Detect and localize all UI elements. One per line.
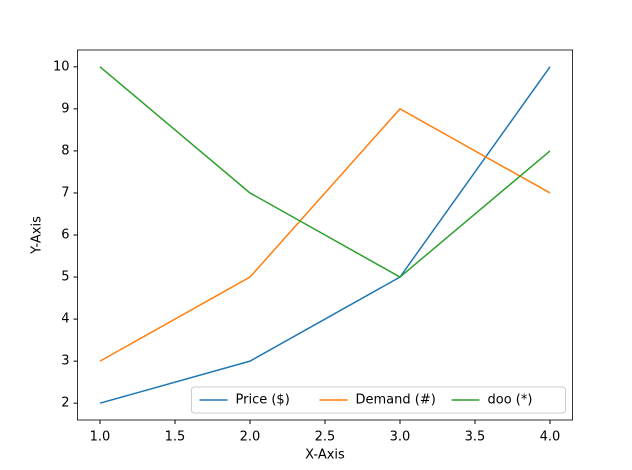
y-tick-label: 2 [61,396,69,411]
legend-label: Demand (#) [356,393,436,408]
data-line [99,66,551,404]
data-line [99,66,551,278]
y-tick-label: 4 [61,312,69,327]
x-tick-label: 1.0 [90,430,111,445]
x-axis-label: X-Axis [305,448,345,463]
y-axis-label: Y-Axis [30,216,45,255]
legend-label: Price ($) [236,393,290,408]
x-tick-label: 4.0 [540,430,561,445]
y-tick-label: 9 [61,101,69,116]
y-tick-label: 5 [61,270,69,285]
x-tick-label: 3.0 [390,430,411,445]
y-tick-label: 10 [53,59,70,74]
axes-frame [77,49,573,421]
y-tick-label: 8 [61,143,69,158]
data-line [99,107,551,362]
legend-label: doo (*) [488,393,533,408]
y-tick-label: 6 [61,228,69,243]
legend-box [191,386,566,414]
y-tick-label: 3 [61,354,69,369]
x-tick-label: 3.5 [465,430,486,445]
y-tick-label: 7 [61,185,69,200]
x-tick-label: 2.5 [315,430,336,445]
x-tick-label: 1.5 [165,430,186,445]
x-tick-label: 2.0 [240,430,261,445]
